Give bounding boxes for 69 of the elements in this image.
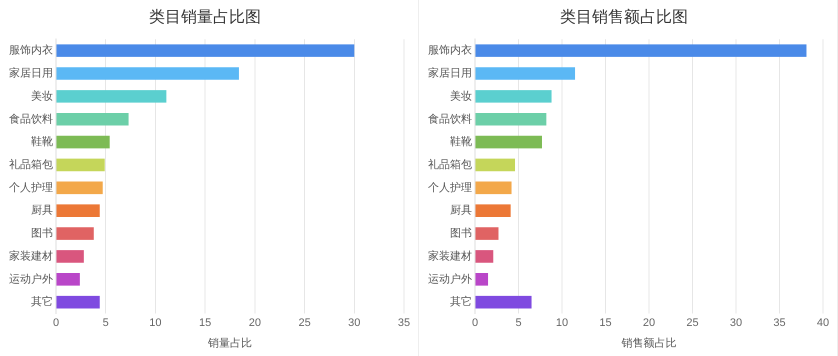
y-tick-label: 厨具 <box>31 204 53 217</box>
bar <box>476 67 576 80</box>
x-tick-label: 20 <box>248 317 261 330</box>
y-tick-label: 其它 <box>31 295 53 308</box>
x-tick-label: 5 <box>515 317 522 330</box>
bar <box>56 90 166 103</box>
bar <box>476 182 512 194</box>
x-tick-label: 35 <box>398 317 410 330</box>
x-tick-label: 30 <box>348 317 360 330</box>
x-axis-title: 销量占比 <box>207 336 252 350</box>
bar <box>476 250 494 263</box>
y-tick-label: 厨具 <box>450 204 472 217</box>
y-tick-label: 个人护理 <box>428 180 472 194</box>
bar <box>56 136 110 148</box>
x-tick-label: 40 <box>816 317 830 330</box>
chart-title: 类目销售额占比图 <box>560 8 688 26</box>
bar <box>56 158 105 172</box>
y-tick-label: 食品饮料 <box>9 112 53 126</box>
y-tick-label: 家居日用 <box>9 66 53 80</box>
x-tick-label: 25 <box>298 317 311 330</box>
bar <box>476 204 511 217</box>
chart-title: 类目销量占比图 <box>149 8 261 26</box>
bar <box>476 158 516 172</box>
bar <box>476 273 488 286</box>
bar <box>56 67 239 80</box>
x-tick-label: 10 <box>556 317 568 330</box>
bar <box>56 227 94 240</box>
y-tick-label: 家装建材 <box>428 249 472 262</box>
y-tick-label: 图书 <box>450 226 472 240</box>
x-axis-title: 销售额占比 <box>620 336 676 350</box>
y-tick-label: 运动户外 <box>428 272 472 286</box>
x-tick-label: 15 <box>199 317 212 330</box>
bar <box>56 112 129 126</box>
y-tick-label: 图书 <box>31 226 53 240</box>
x-tick-label: 0 <box>472 317 478 330</box>
y-tick-label: 鞋靴 <box>450 135 472 148</box>
x-tick-label: 30 <box>730 317 742 330</box>
bar <box>476 136 542 148</box>
y-tick-label: 服饰内衣 <box>9 44 53 57</box>
bar <box>56 296 100 308</box>
y-tick-label: 其它 <box>450 295 472 308</box>
bar <box>476 112 546 126</box>
y-tick-label: 礼品箱包 <box>428 158 472 171</box>
x-tick-label: 25 <box>686 317 699 330</box>
y-tick-label: 礼品箱包 <box>9 158 53 171</box>
bar <box>56 44 354 57</box>
x-tick-label: 10 <box>149 317 162 330</box>
y-tick-label: 个人护理 <box>9 180 53 194</box>
x-tick-label: 35 <box>773 317 786 330</box>
bar <box>476 227 498 240</box>
y-tick-label: 食品饮料 <box>428 112 472 126</box>
x-tick-label: 20 <box>642 317 656 330</box>
bar <box>56 182 103 194</box>
x-tick-label: 0 <box>52 317 60 330</box>
bar <box>56 273 80 286</box>
bar <box>56 204 100 217</box>
bar <box>56 250 84 263</box>
y-tick-label: 鞋靴 <box>31 135 53 148</box>
x-tick-label: 5 <box>102 317 109 330</box>
bar <box>476 90 552 103</box>
x-tick-label: 15 <box>599 317 612 330</box>
y-tick-label: 家装建材 <box>9 249 53 262</box>
bar <box>476 296 532 308</box>
y-tick-label: 运动户外 <box>9 272 53 286</box>
bar <box>476 44 806 57</box>
y-tick-label: 服饰内衣 <box>428 44 472 57</box>
y-tick-label: 美妆 <box>450 89 472 102</box>
y-tick-label: 美妆 <box>31 89 53 102</box>
y-tick-label: 家居日用 <box>428 66 472 80</box>
